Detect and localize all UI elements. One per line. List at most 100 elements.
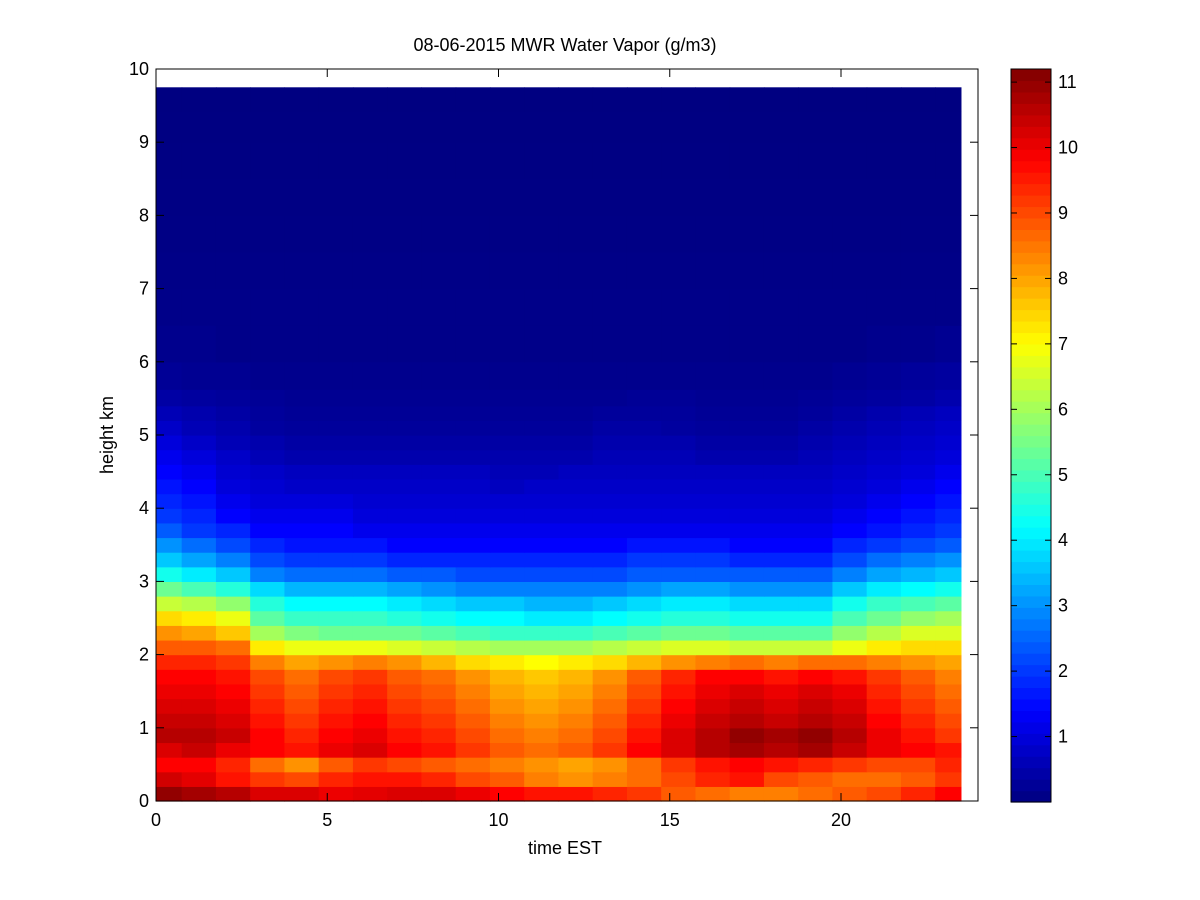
heatmap-cell	[558, 771, 594, 787]
heatmap-cell	[455, 537, 491, 553]
heatmap-cell	[558, 325, 594, 363]
heatmap-cell	[387, 435, 423, 451]
heatmap-cell	[156, 493, 183, 509]
heatmap-cell	[695, 215, 731, 253]
colorbar-step	[1011, 263, 1051, 276]
heatmap-cell	[318, 87, 354, 112]
heatmap-cell	[250, 698, 286, 714]
heatmap-cell	[284, 288, 320, 326]
heatmap-cell	[387, 288, 423, 326]
colorbar-tick-label: 1	[1058, 727, 1068, 747]
heatmap-cell	[421, 142, 457, 180]
heatmap-cell	[900, 742, 936, 758]
heatmap-cell	[250, 537, 286, 553]
heatmap-cell	[387, 566, 423, 582]
heatmap-cell	[156, 610, 183, 626]
heatmap-cell	[421, 786, 457, 802]
colorbar-step	[1011, 252, 1051, 265]
colorbar-tick-label: 11	[1058, 72, 1077, 92]
heatmap-cell	[661, 111, 697, 143]
heatmap-cell	[935, 508, 962, 524]
heatmap-cell	[558, 639, 594, 656]
heatmap-cell	[421, 537, 457, 553]
heatmap-cell	[455, 786, 491, 802]
heatmap-cell	[866, 325, 902, 363]
heatmap-cell	[215, 669, 251, 685]
heatmap-cell	[524, 713, 560, 729]
heatmap-cell	[387, 683, 423, 700]
heatmap-cell	[832, 639, 868, 656]
colorbar-step	[1011, 515, 1051, 528]
heatmap-cell	[284, 449, 320, 465]
heatmap-cell	[558, 625, 594, 641]
heatmap-cell	[935, 142, 962, 180]
heatmap-cell	[900, 325, 936, 363]
heatmap-cell	[489, 683, 525, 700]
heatmap-cell	[798, 566, 834, 582]
heatmap-cell	[935, 552, 962, 568]
heatmap-cell	[284, 508, 320, 524]
heatmap-cell	[250, 713, 286, 729]
heatmap-cell	[156, 552, 183, 568]
colorbar-frame	[1010, 68, 1052, 803]
heatmap-cell	[832, 142, 868, 180]
heatmap-cell	[318, 288, 354, 326]
heatmap-cell	[935, 288, 962, 326]
heatmap-cell	[318, 464, 354, 480]
heatmap-cell	[524, 508, 560, 524]
heatmap-cell	[798, 420, 834, 436]
heatmap-cell	[387, 625, 423, 641]
colorbar-tick-label: 4	[1058, 530, 1068, 550]
heatmap-cell	[489, 420, 525, 436]
heatmap-cell	[489, 87, 525, 112]
heatmap-cell	[250, 435, 286, 451]
heatmap-cell	[798, 464, 834, 480]
heatmap-cell	[763, 698, 799, 714]
heatmap-cell	[250, 420, 286, 436]
heatmap-cell	[900, 596, 936, 612]
heatmap-cell	[695, 771, 731, 787]
heatmap-cell	[900, 478, 936, 495]
colorbar-step	[1011, 103, 1051, 116]
heatmap-cell	[729, 111, 765, 143]
heatmap-cell	[832, 252, 868, 290]
heatmap-cell	[181, 537, 217, 553]
heatmap-cell	[421, 757, 457, 773]
heatmap-cell	[866, 581, 902, 597]
heatmap-cell	[866, 493, 902, 509]
heatmap-cell	[489, 713, 525, 729]
x-tick-label: 15	[660, 810, 680, 830]
x-tick-label: 10	[488, 810, 508, 830]
heatmap-cell	[156, 361, 183, 390]
heatmap-cell	[832, 596, 868, 612]
heatmap-cell	[661, 361, 697, 390]
heatmap-cell	[524, 771, 560, 787]
heatmap-cell	[489, 449, 525, 465]
heatmap-cell	[156, 669, 183, 685]
heatmap-cell	[284, 786, 320, 802]
heatmap-cell	[284, 142, 320, 180]
heatmap-cell	[352, 508, 388, 524]
heatmap-cell	[489, 252, 525, 290]
heatmap-cell	[524, 420, 560, 436]
heatmap-cell	[215, 405, 251, 421]
heatmap-cell	[729, 215, 765, 253]
heatmap-cell	[763, 142, 799, 180]
heatmap-cell	[866, 596, 902, 612]
heatmap-cell	[695, 669, 731, 685]
heatmap-cell	[284, 639, 320, 656]
colorbar-step	[1011, 412, 1051, 425]
heatmap-cell	[763, 786, 799, 802]
heatmap-cell	[455, 449, 491, 465]
heatmap-cell	[156, 252, 183, 290]
colorbar-step	[1011, 481, 1051, 494]
heatmap-cell	[935, 654, 962, 670]
heatmap-cell	[387, 713, 423, 729]
heatmap-cell	[318, 142, 354, 180]
colorbar-step	[1011, 767, 1051, 780]
heatmap-cell	[181, 669, 217, 685]
heatmap-cell	[352, 215, 388, 253]
colorbar-step	[1011, 217, 1051, 230]
heatmap-cell	[695, 610, 731, 626]
heatmap-cell	[215, 771, 251, 787]
